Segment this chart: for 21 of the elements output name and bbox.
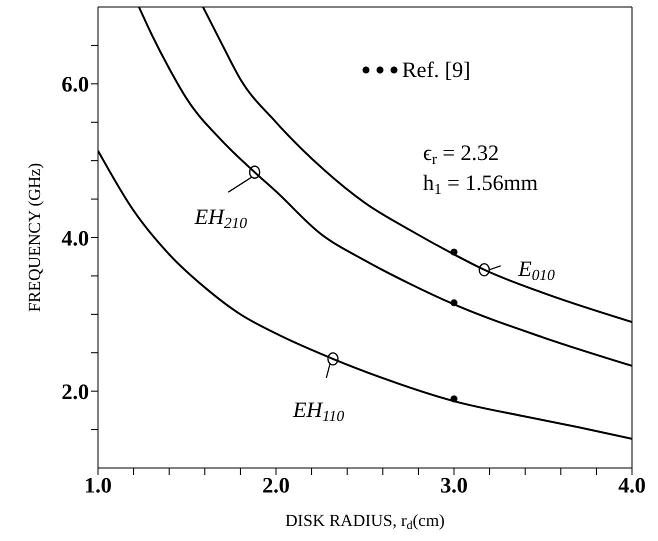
point	[327, 352, 339, 366]
x-tick-label: 3.0	[440, 472, 468, 498]
legend-label: Ref. [9]	[402, 57, 470, 82]
point	[450, 299, 458, 306]
point	[248, 166, 260, 179]
x-tick-label: 1.0	[84, 472, 112, 498]
annotation: h$_{1}$ = 1.56mm	[423, 170, 538, 198]
y-tick-label: 6.0	[62, 72, 89, 97]
y-axis-title: FREQUENCY (GHz)	[25, 162, 44, 312]
annotation: EH$_{110}$	[292, 396, 345, 425]
x-axis-title: DISK RADIUS, r$_{d}$(cm)	[285, 511, 445, 532]
x-tick-label: 2.0	[262, 472, 290, 498]
point	[478, 263, 490, 276]
point	[450, 248, 458, 256]
annotation: E$_{010}$	[517, 256, 556, 284]
point	[450, 395, 458, 402]
x-tick-label: 4.0	[618, 472, 646, 498]
annotation: ϵ$_{r}$ = 2.32	[423, 140, 499, 168]
y-tick-label: 4.0	[62, 225, 89, 250]
annotation: EH$_{210}$	[194, 204, 248, 232]
y-tick-label: 2.0	[62, 378, 89, 404]
